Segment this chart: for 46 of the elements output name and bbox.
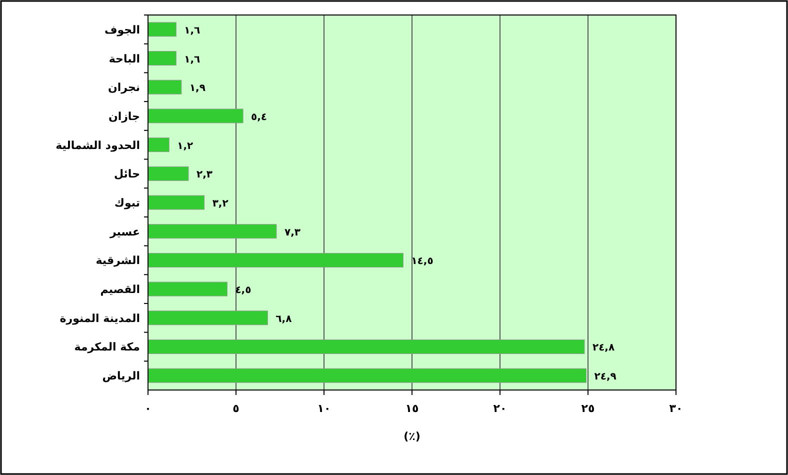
bar	[148, 252, 404, 268]
y-tick-label: الجوف	[104, 23, 140, 36]
bar	[148, 166, 189, 181]
data-label: ٧,٣	[284, 227, 300, 238]
y-tick-label: الباحة	[108, 52, 140, 66]
data-label: ٣,٢	[212, 198, 228, 210]
y-tick-label: الحدود الشمالية	[56, 138, 140, 152]
data-label: ١,٩	[189, 83, 206, 94]
data-label: ٢٤,٩	[594, 372, 616, 383]
data-label: ٢,٣	[196, 170, 212, 181]
y-tick-label: الشرقية	[96, 254, 140, 268]
bar	[148, 224, 277, 239]
y-tick-label: نجران	[108, 81, 140, 94]
bar	[148, 339, 585, 354]
bar	[148, 51, 176, 66]
bar	[148, 310, 268, 326]
bar	[148, 22, 176, 37]
bar	[148, 138, 170, 152]
data-label: ١,٦	[184, 54, 200, 66]
y-tick-label: تبوك	[114, 196, 140, 210]
data-label: ٦,٨	[276, 314, 292, 325]
x-axis-title: (٪)	[404, 430, 420, 443]
x-tick-label: ٢٠	[493, 402, 507, 415]
bar	[148, 368, 586, 383]
data-label: ١٤,٥	[411, 256, 434, 268]
x-tick-label: ١٠	[317, 402, 331, 415]
data-label: ٢٤,٨	[592, 342, 615, 354]
data-label: ١,٢	[177, 140, 194, 152]
x-tick-label: ٥	[232, 402, 240, 415]
y-tick-label: جازان	[108, 110, 140, 123]
y-tick-label: حائل	[114, 168, 140, 181]
y-tick-label: عسير	[108, 225, 140, 238]
y-tick-label: القصيم	[100, 283, 140, 296]
y-tick-label: المدينة المنورة	[60, 312, 140, 325]
bar	[148, 108, 244, 124]
y-tick-label: مكة المكرمة	[74, 340, 140, 354]
x-tick-label: ٢٥	[581, 402, 595, 415]
data-label: ١,٦	[184, 25, 200, 36]
bar	[148, 282, 228, 296]
bar	[148, 195, 205, 210]
data-label: ٥,٤	[251, 112, 268, 123]
y-tick-label: الرياض	[102, 370, 140, 383]
bar	[148, 80, 182, 94]
x-tick-label: ٣٠	[669, 402, 683, 415]
x-tick-label: ١٥	[405, 402, 419, 415]
x-tick-label: ٠	[144, 402, 152, 415]
